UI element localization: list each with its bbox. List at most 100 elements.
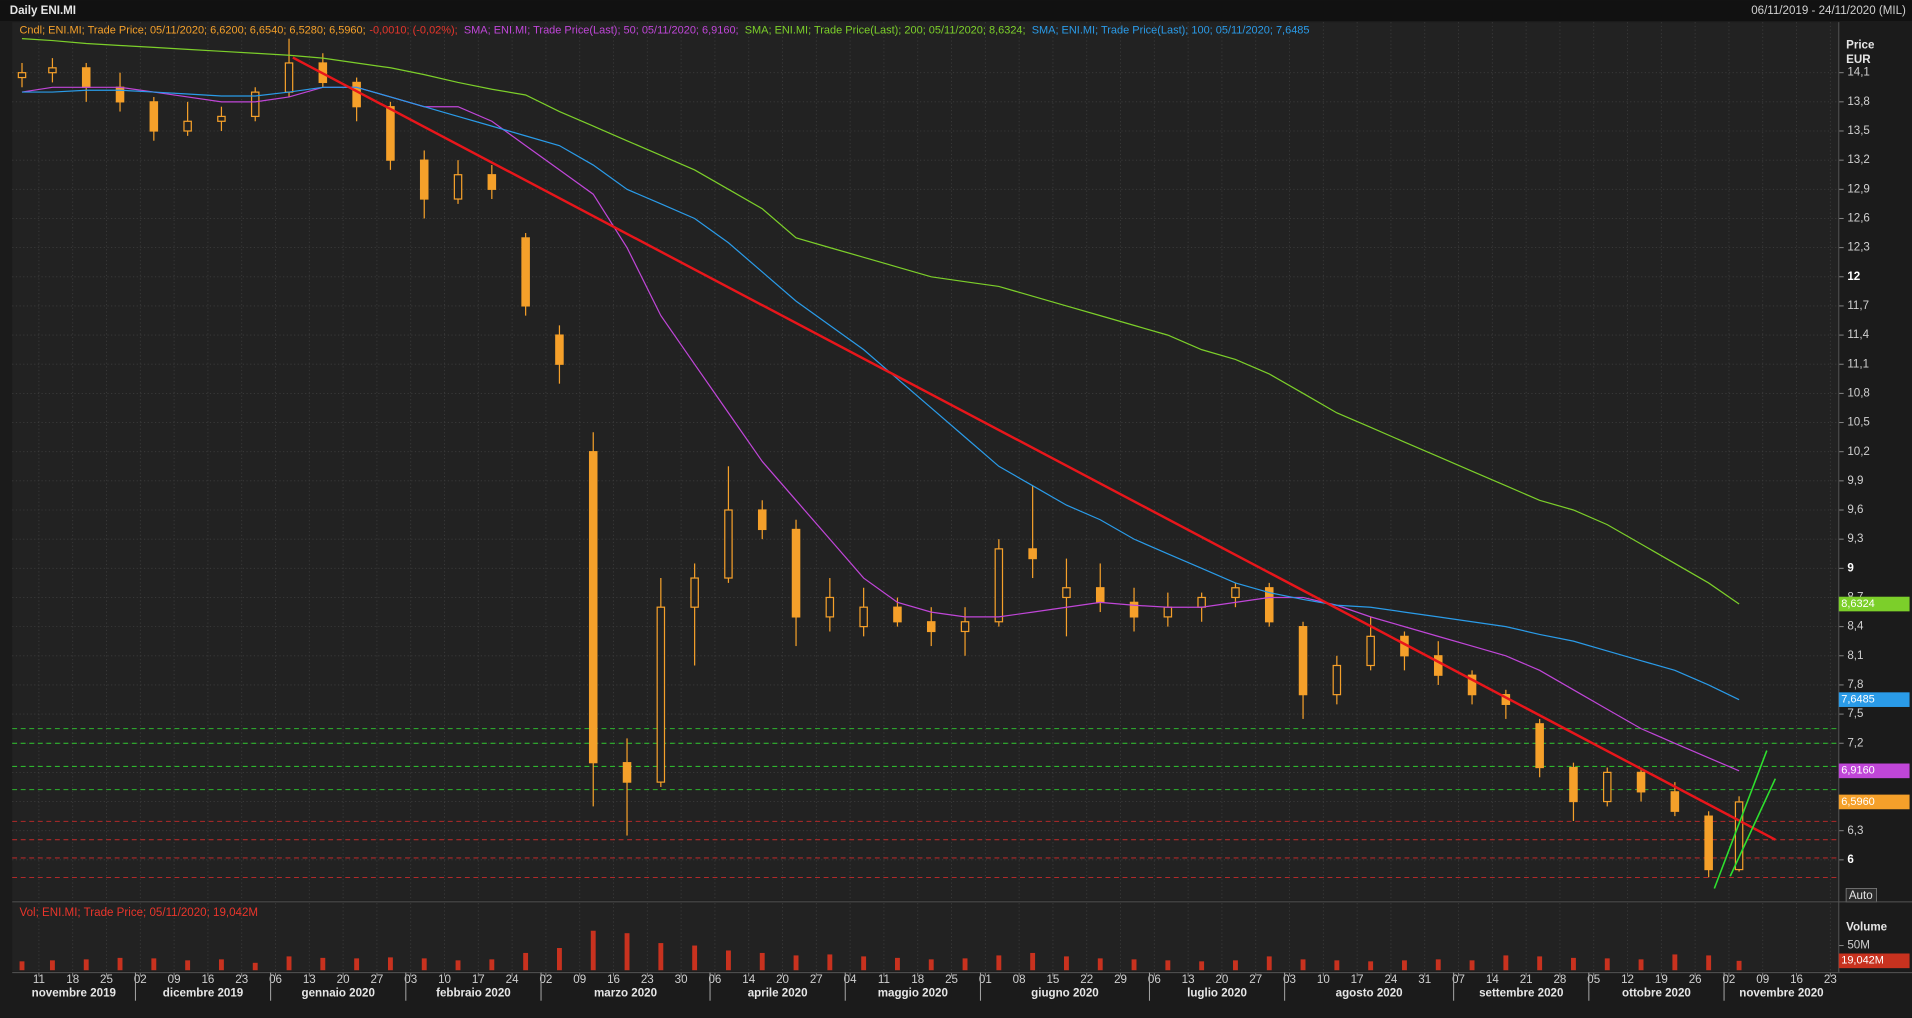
volume-bar [455, 960, 461, 971]
candle-body [1569, 766, 1578, 803]
x-tick-label: 18 [66, 974, 79, 986]
sma-line [21, 38, 1740, 605]
volume-bar [1199, 961, 1205, 971]
candle-body [690, 577, 699, 608]
sma-line [21, 86, 1740, 772]
x-tick-label: 02 [134, 974, 147, 986]
volume-bar [556, 948, 562, 971]
candle-body [521, 237, 530, 307]
y-tick-label: 7,2 [1847, 737, 1863, 749]
x-tick-label: 14 [742, 974, 755, 986]
candle-body [825, 596, 835, 618]
volume-bar [1368, 961, 1374, 971]
volume-bar [49, 960, 55, 971]
candle-body [724, 509, 733, 579]
x-tick-label: 06 [269, 974, 282, 986]
volume-bar [928, 959, 934, 971]
sma-line [21, 86, 1740, 701]
candle-body [656, 606, 666, 783]
volume-bar [1266, 956, 1272, 971]
volume-bar [1435, 959, 1441, 971]
candle-body [1636, 771, 1646, 793]
volume-bar [117, 957, 123, 971]
candle-body [1028, 548, 1037, 560]
x-tick-label: 11 [33, 974, 45, 986]
last-value-label: 19,042M [1841, 955, 1884, 967]
volume-bar [1706, 955, 1712, 971]
last-value-badge [1838, 794, 1910, 810]
month-label: novembre 2020 [1739, 987, 1823, 999]
y-axis-unit: EUR [1846, 54, 1871, 66]
volume-bar [320, 957, 326, 971]
volume-bar [827, 954, 833, 971]
chart-title: Daily ENI.MI [10, 5, 76, 17]
auto-button-label[interactable]: Auto [1849, 890, 1873, 902]
candle-body [115, 86, 125, 103]
y-tick-label: 9,3 [1847, 533, 1863, 545]
volume-bar [1334, 960, 1340, 971]
x-tick-label: 09 [168, 974, 181, 986]
candle-body [1095, 587, 1105, 603]
y-tick-label: 6,3 [1847, 825, 1863, 837]
volume-bar [1537, 956, 1543, 971]
x-tick-label: 07 [1452, 974, 1465, 986]
y-tick-label: 12,6 [1847, 213, 1870, 225]
y-tick-label: 12 [1847, 271, 1860, 283]
x-tick-label: 05 [1587, 974, 1600, 986]
y-tick-label: 8,1 [1847, 650, 1863, 662]
x-tick-label: 09 [573, 974, 586, 986]
candle-body [859, 606, 868, 628]
candle-body [893, 606, 902, 623]
volume-bar [962, 958, 968, 971]
x-tick-label: 23 [235, 974, 248, 986]
y-tick-label: 9,9 [1847, 475, 1863, 487]
candle-body [1062, 587, 1071, 599]
y-tick-label: 13,8 [1847, 96, 1870, 108]
x-tick-label: 16 [201, 974, 214, 986]
x-tick-label: 17 [1351, 974, 1364, 986]
volume-bar [590, 930, 596, 971]
y-tick-label: 10,5 [1847, 417, 1870, 429]
x-tick-label: 11 [878, 974, 890, 986]
candle-body [1298, 626, 1308, 696]
y-tick-label: 7,8 [1847, 679, 1863, 691]
candle-body [1670, 791, 1680, 812]
volume-bar [1604, 958, 1610, 971]
x-tick-label: 27 [370, 974, 383, 986]
header-bar [0, 0, 1912, 21]
x-tick-label: 31 [1418, 974, 1431, 986]
volume-bar [996, 955, 1002, 971]
y-tick-label: 13,2 [1847, 154, 1870, 166]
x-tick-label: 14 [1486, 974, 1499, 986]
y-tick-label: 12,9 [1847, 183, 1870, 195]
last-value-label: 6,5960 [1841, 796, 1875, 808]
candle-body [1602, 771, 1612, 803]
volume-bar [1672, 954, 1678, 971]
candle-body [1129, 601, 1139, 618]
channel-line [1713, 750, 1768, 889]
legend: Cndl; ENI.MI; Trade Price; 05/11/2020; 6… [20, 25, 1310, 37]
x-tick-label: 10 [1317, 974, 1330, 986]
x-tick-label: 16 [607, 974, 620, 986]
volume-bar [489, 959, 495, 971]
month-label: agosto 2020 [1336, 987, 1403, 999]
volume-bar [624, 933, 630, 971]
x-tick-label: 25 [945, 974, 958, 986]
x-tick-label: 13 [1182, 974, 1195, 986]
candle-body [757, 509, 767, 531]
x-tick-label: 18 [911, 974, 924, 986]
month-label: giugno 2020 [1031, 987, 1099, 999]
volume-bar [1131, 959, 1137, 971]
x-tick-label: 01 [979, 974, 992, 986]
candle-body [1433, 655, 1443, 676]
legend-entry: SMA; ENI.MI; Trade Price(Last); 50; 05/1… [464, 25, 739, 37]
y-tick-label: 9 [1847, 562, 1854, 574]
candle-body [17, 72, 27, 79]
legend-entry: SMA; ENI.MI; Trade Price(Last); 200; 05/… [745, 25, 1026, 37]
volume-bar [1097, 958, 1103, 971]
month-label: aprile 2020 [748, 987, 808, 999]
candle-body [419, 159, 429, 200]
candle-body [352, 81, 361, 108]
y-tick-label: 7,5 [1847, 708, 1863, 720]
x-tick-label: 03 [1283, 974, 1296, 986]
